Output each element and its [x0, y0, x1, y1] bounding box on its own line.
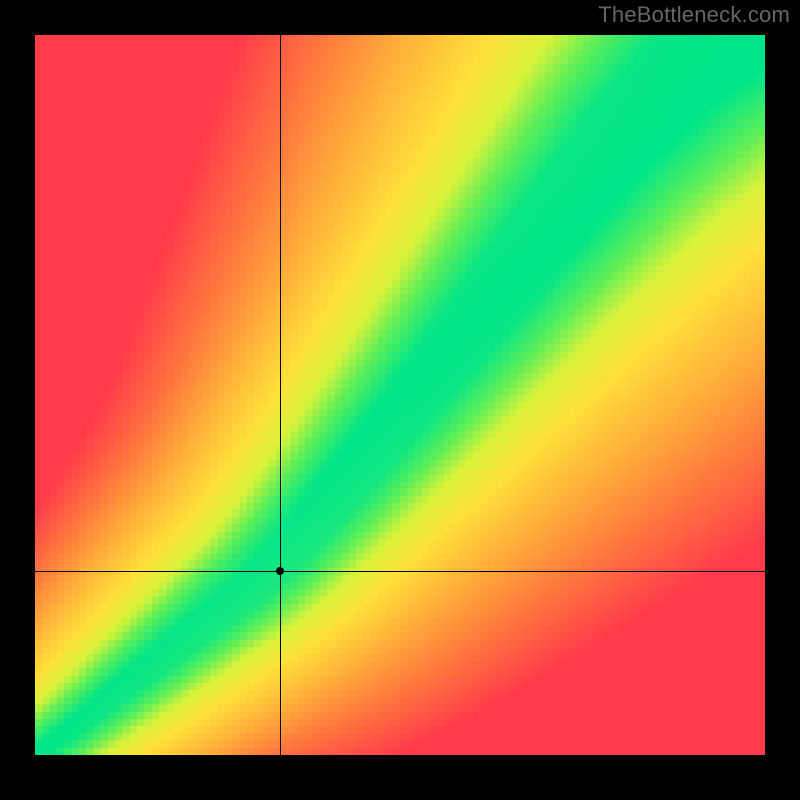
heatmap-canvas — [35, 35, 765, 755]
bottleneck-heatmap — [35, 35, 765, 755]
watermark: TheBottleneck.com — [598, 2, 790, 28]
